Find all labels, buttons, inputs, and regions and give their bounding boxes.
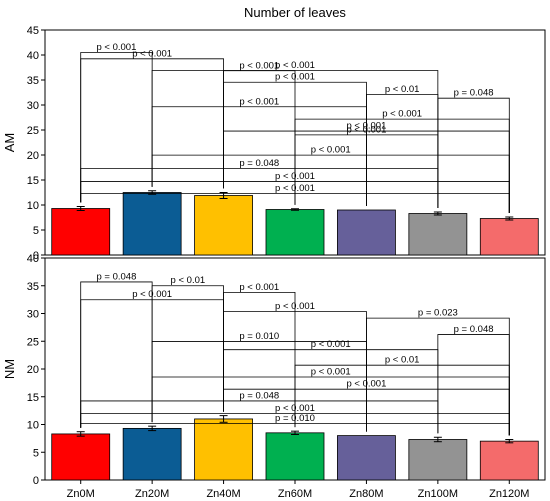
bar-Zn60M [265, 209, 325, 256]
bar-Zn0M [51, 433, 111, 481]
significance-bracket: p < 0.001 [80, 183, 510, 213]
p-value-label: p = 0.048 [96, 271, 136, 282]
significance-bracket: p < 0.001 [294, 109, 510, 213]
y-tick-label: 5 [33, 225, 39, 237]
p-value-label: p < 0.01 [385, 355, 420, 366]
y-tick-label: 35 [27, 281, 39, 293]
bracket-line [223, 388, 510, 436]
p-value-label: p < 0.001 [275, 171, 315, 182]
x-tick-label: Zn0M [67, 488, 95, 500]
panel-nm: 0 5 10 15 20 25 30 35 40 NM p = 0.048 p < 0.01 p < 0… [2, 253, 546, 487]
y-tick-label: 45 [27, 25, 39, 37]
bracket-line [80, 52, 153, 203]
significance-bracket: p < 0.001 [223, 339, 439, 434]
y-tick-label: 25 [27, 125, 39, 137]
p-value-label: p < 0.001 [275, 60, 315, 71]
y-axis-label: NM [2, 359, 17, 379]
y-tick-label: 20 [27, 364, 39, 376]
p-value-label: p < 0.001 [96, 42, 136, 53]
bar-Zn20M [122, 192, 182, 256]
y-tick-label: 0 [33, 250, 39, 262]
x-tick-label: Zn100M [418, 488, 458, 500]
bar-Zn100M [408, 213, 468, 256]
p-value-label: p < 0.001 [311, 145, 351, 156]
p-value-label: p < 0.001 [346, 124, 386, 135]
p-value-label: p < 0.001 [132, 48, 172, 59]
p-value-label: p < 0.001 [275, 183, 315, 194]
bracket-line [151, 106, 367, 206]
significance-bracket: p < 0.001 [151, 96, 367, 206]
y-tick-label: 30 [27, 100, 39, 112]
p-value-label: p = 0.048 [239, 158, 279, 169]
x-tick-label: Zn60M [278, 488, 312, 500]
significance-bracket: p = 0.048 [80, 390, 439, 434]
bracket-line [80, 422, 510, 436]
bracket-line [294, 118, 510, 213]
significance-bracket: p < 0.01 [366, 84, 439, 208]
p-value-label: p < 0.001 [382, 109, 422, 120]
y-tick-label: 30 [27, 309, 39, 321]
significance-bracket: p = 0.048 [437, 324, 510, 436]
p-value-label: p < 0.01 [385, 84, 420, 95]
p-value-label: p = 0.023 [418, 308, 458, 319]
p-value-label: p < 0.001 [239, 96, 279, 107]
p-value-label: p < 0.001 [132, 289, 172, 300]
bar-Zn40M [194, 195, 253, 256]
y-axis-label: AM [2, 133, 17, 153]
bracket-line [437, 97, 510, 213]
bracket-line [80, 192, 510, 213]
y-tick-label: 35 [27, 75, 39, 87]
bar-Zn20M [122, 427, 182, 481]
significance-bracket: p < 0.001 [80, 42, 153, 203]
p-value-label: p < 0.001 [275, 72, 315, 83]
bar-Zn120M [479, 440, 539, 481]
bar-Zn80M [337, 435, 396, 481]
significance-bracket: p = 0.010 [80, 413, 510, 436]
bar-Zn40M [194, 418, 253, 481]
bracket-line [151, 341, 367, 432]
bracket-line [223, 349, 439, 434]
p-value-label: p < 0.001 [311, 366, 351, 377]
bracket-line [151, 285, 224, 423]
x-tick-label: Zn40M [206, 488, 240, 500]
y-tick-label: 25 [27, 336, 39, 348]
x-tick-label: Zn120M [489, 488, 529, 500]
p-value-label: p < 0.001 [275, 301, 315, 312]
y-tick-label: 10 [27, 200, 39, 212]
y-tick-label: 15 [27, 392, 39, 404]
significance-bracket: p < 0.001 [223, 379, 510, 436]
x-tick-label: Zn80M [349, 488, 383, 500]
chart-title: Number of leaves [244, 5, 346, 20]
p-value-label: p = 0.048 [454, 88, 494, 99]
p-value-label: p < 0.01 [171, 275, 206, 286]
bar-Zn100M [408, 439, 468, 481]
bar-Zn80M [337, 209, 396, 256]
p-value-label: p < 0.001 [239, 282, 279, 293]
bar-Zn60M [265, 432, 325, 481]
y-tick-label: 0 [33, 475, 39, 487]
bracket-line [437, 334, 510, 436]
p-value-label: p < 0.001 [275, 403, 315, 414]
y-tick-label: 15 [27, 175, 39, 187]
bracket-line [80, 281, 153, 428]
p-value-label: p = 0.048 [454, 324, 494, 335]
p-value-label: p = 0.010 [275, 413, 315, 424]
x-tick-label: Zn20M [135, 488, 169, 500]
significance-bracket: p = 0.048 [437, 88, 510, 213]
y-tick-label: 40 [27, 50, 39, 62]
bar-Zn120M [479, 218, 539, 256]
y-tick-label: 20 [27, 150, 39, 162]
p-value-label: p < 0.001 [346, 379, 386, 390]
p-value-label: p < 0.001 [346, 121, 386, 132]
p-value-label: p < 0.001 [311, 339, 351, 350]
y-tick-label: 5 [33, 447, 39, 459]
bar-Zn0M [51, 208, 111, 256]
p-value-label: p = 0.048 [239, 390, 279, 401]
p-value-label: p = 0.010 [239, 331, 279, 342]
y-tick-label: 40 [27, 253, 39, 265]
p-value-label: p < 0.001 [239, 60, 279, 71]
y-tick-label: 10 [27, 420, 39, 432]
